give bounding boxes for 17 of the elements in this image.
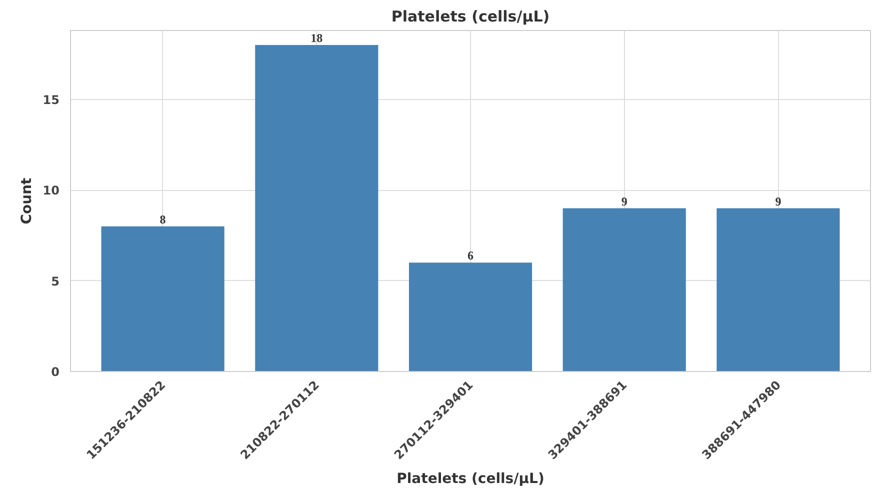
y-tick-label: 10 (42, 184, 60, 198)
y-tick-label: 15 (42, 92, 60, 107)
bar (716, 208, 840, 372)
chart-title: Platelets (cells/µL) (391, 8, 550, 26)
x-axis-title: Platelets (cells/µL) (396, 471, 544, 488)
data-label: 18 (310, 31, 323, 46)
data-label: 9 (621, 194, 628, 208)
y-tick-label: 0 (51, 365, 60, 379)
bar (408, 262, 532, 372)
y-tick-label: 5 (51, 274, 60, 288)
bar (255, 45, 378, 372)
bar (562, 208, 686, 372)
bar (101, 226, 224, 372)
data-label: 6 (468, 248, 474, 263)
y-axis-title: Count (18, 177, 35, 224)
data-label: 9 (775, 194, 782, 208)
data-label: 8 (160, 212, 166, 226)
